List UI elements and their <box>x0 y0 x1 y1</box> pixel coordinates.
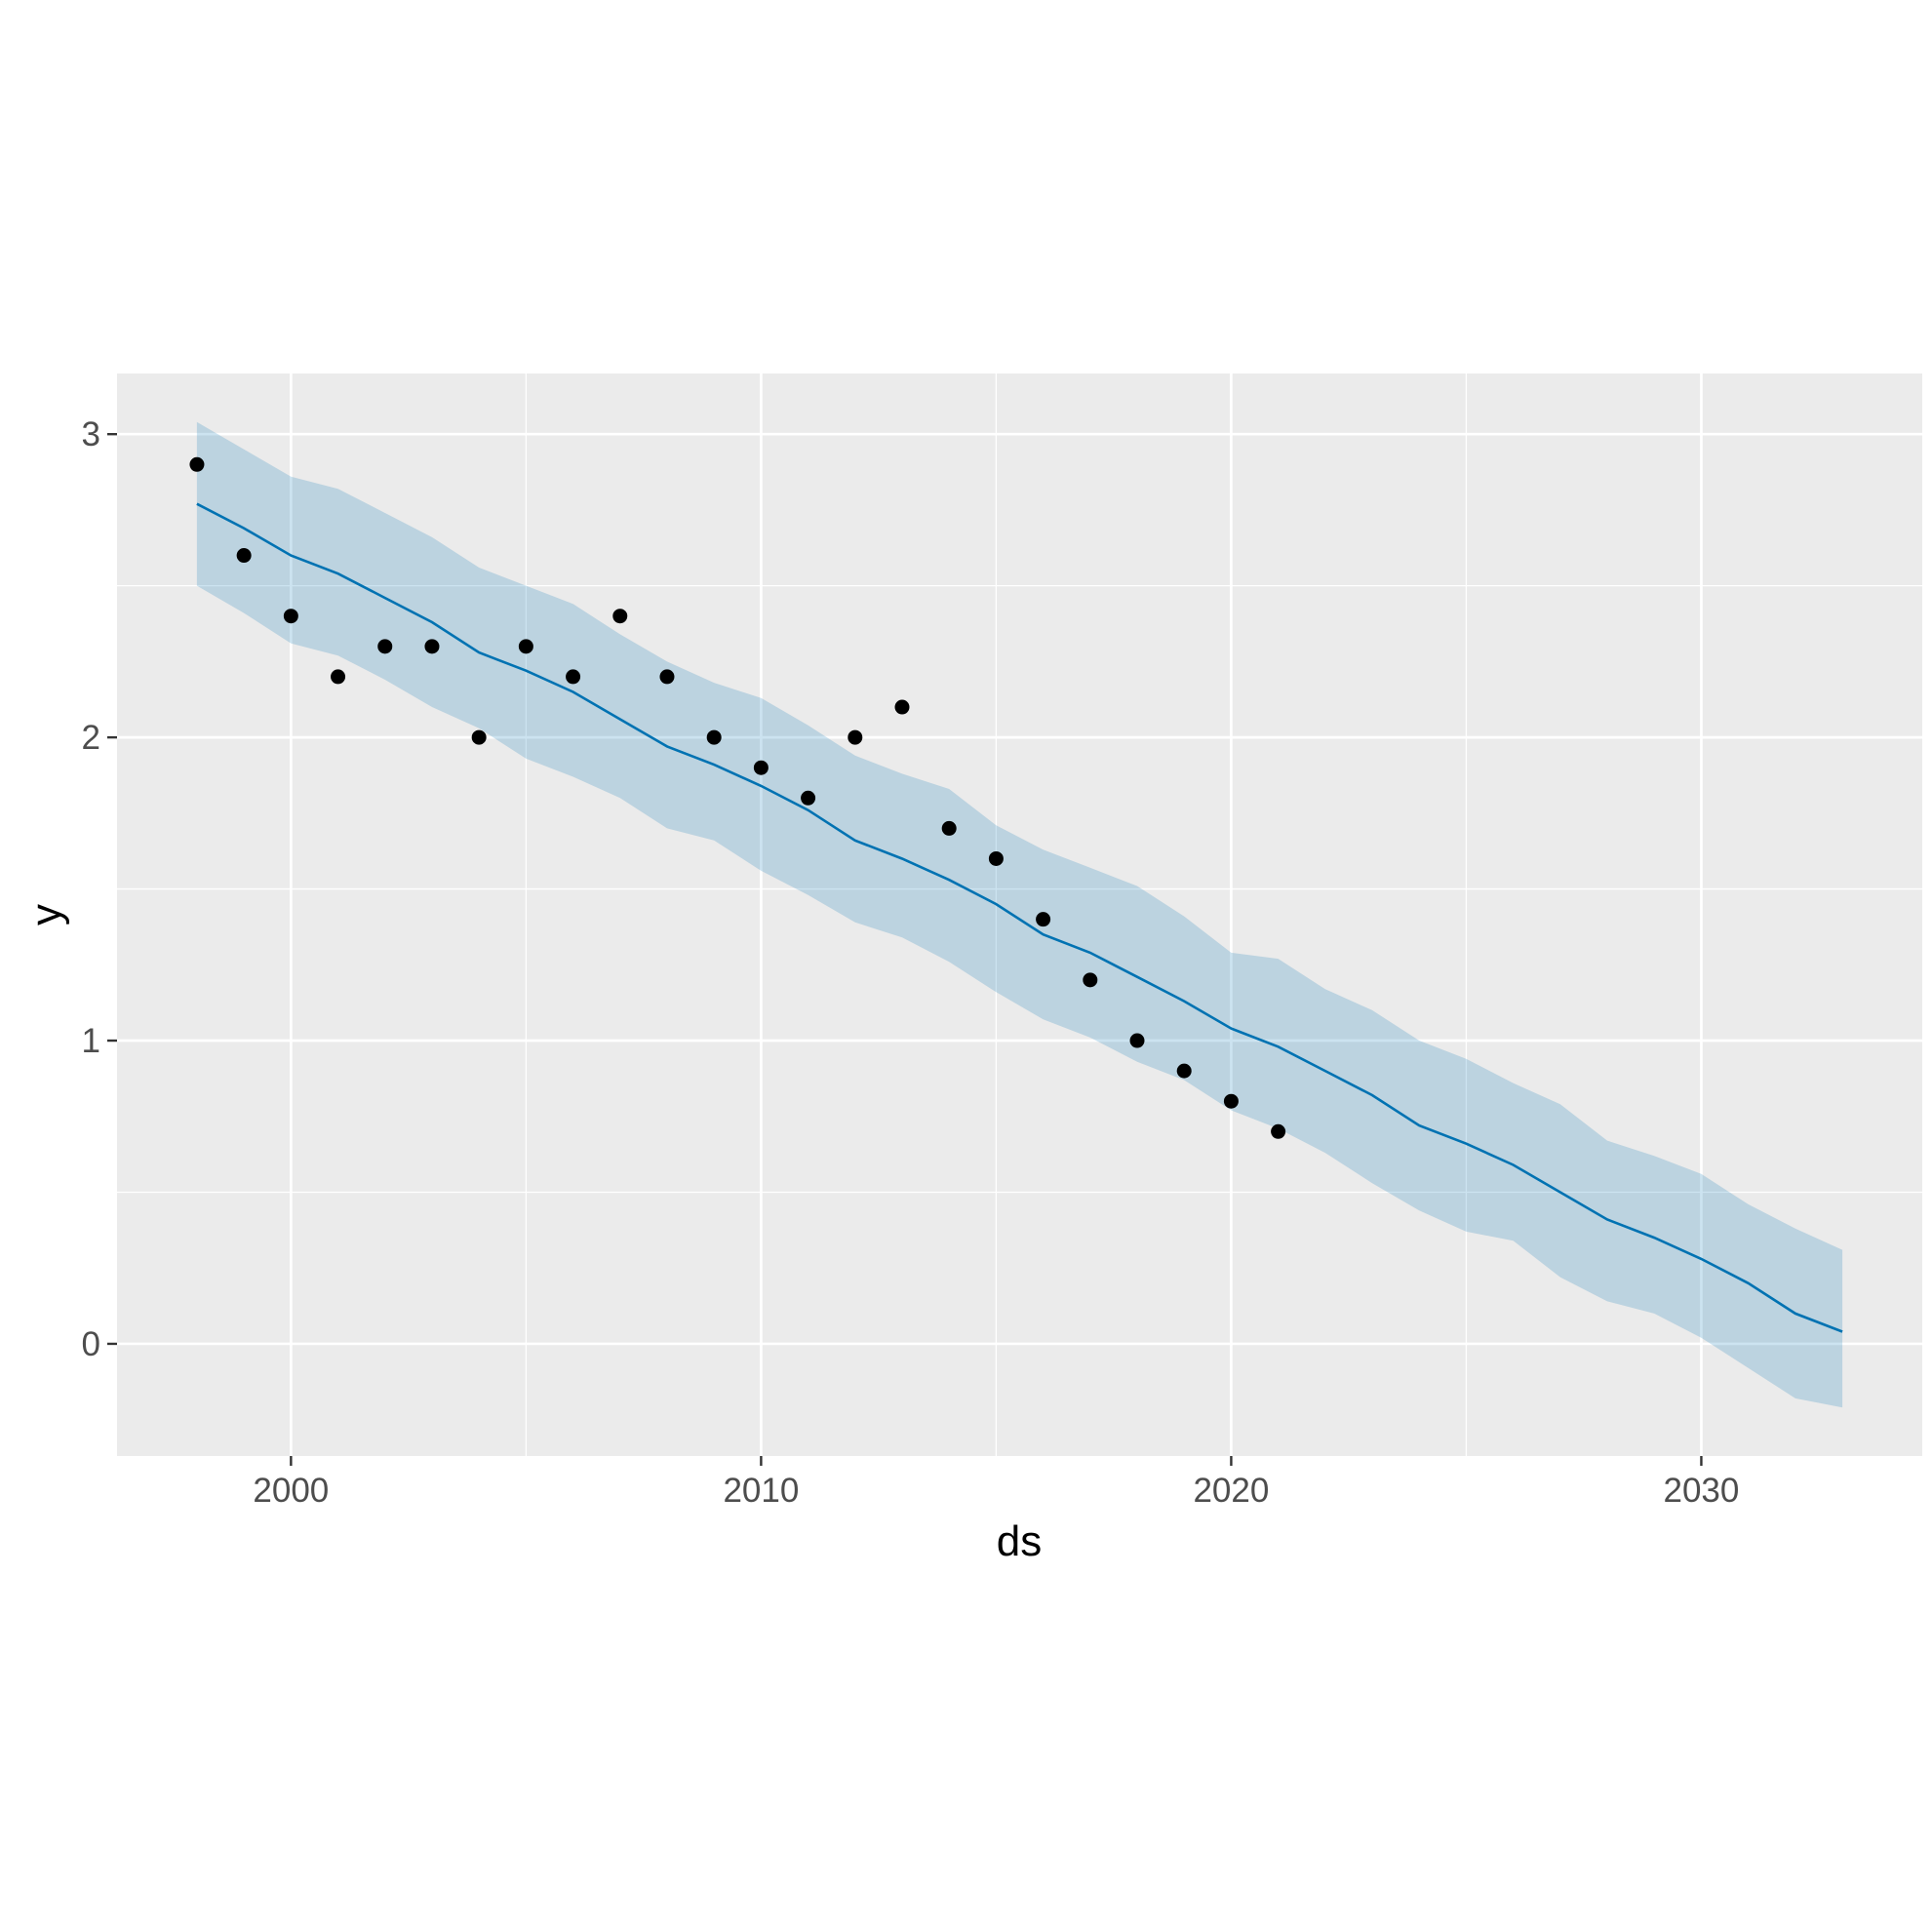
data-point <box>659 669 675 685</box>
data-point <box>331 669 346 685</box>
x-tick-label: 2030 <box>1664 1472 1740 1510</box>
data-point <box>894 699 910 715</box>
data-point <box>518 639 533 654</box>
data-point <box>1271 1123 1286 1139</box>
y-axis-title: y <box>22 904 70 925</box>
minor-gridlines <box>117 374 1922 1456</box>
x-axis-title: ds <box>997 1517 1042 1565</box>
data-point <box>566 669 581 685</box>
y-tick-label: 3 <box>82 415 100 453</box>
data-point <box>706 729 722 745</box>
x-tick-label: 2000 <box>253 1472 329 1510</box>
data-point <box>1129 1033 1145 1048</box>
x-tick-label: 2020 <box>1193 1472 1269 1510</box>
data-point <box>753 760 769 775</box>
data-point <box>1036 912 1051 927</box>
plot-panel <box>117 374 1922 1456</box>
forecast-line <box>196 502 1843 1333</box>
x-tick-label: 2010 <box>723 1472 799 1510</box>
data-point <box>988 850 1004 866</box>
data-point <box>1176 1063 1192 1079</box>
uncertainty-band <box>196 421 1843 1408</box>
x-axis: 2000 2010 2020 2030 <box>253 1456 1739 1510</box>
data-point <box>189 456 205 472</box>
data-point <box>471 729 487 745</box>
y-tick-label: 1 <box>82 1022 100 1060</box>
major-gridlines <box>117 374 1922 1456</box>
data-point <box>283 609 298 624</box>
data-point <box>424 639 440 654</box>
y-tick-label: 2 <box>82 719 100 757</box>
y-axis: 0 1 2 3 <box>82 415 117 1363</box>
data-point <box>377 639 393 654</box>
data-point <box>1083 972 1098 988</box>
y-tick-label: 0 <box>82 1325 100 1363</box>
data-point <box>612 609 628 624</box>
data-point <box>1223 1093 1239 1109</box>
data-point <box>848 729 863 745</box>
data-point <box>801 790 816 806</box>
data-point <box>236 548 252 564</box>
data-point <box>941 820 957 836</box>
data-series <box>189 421 1843 1408</box>
